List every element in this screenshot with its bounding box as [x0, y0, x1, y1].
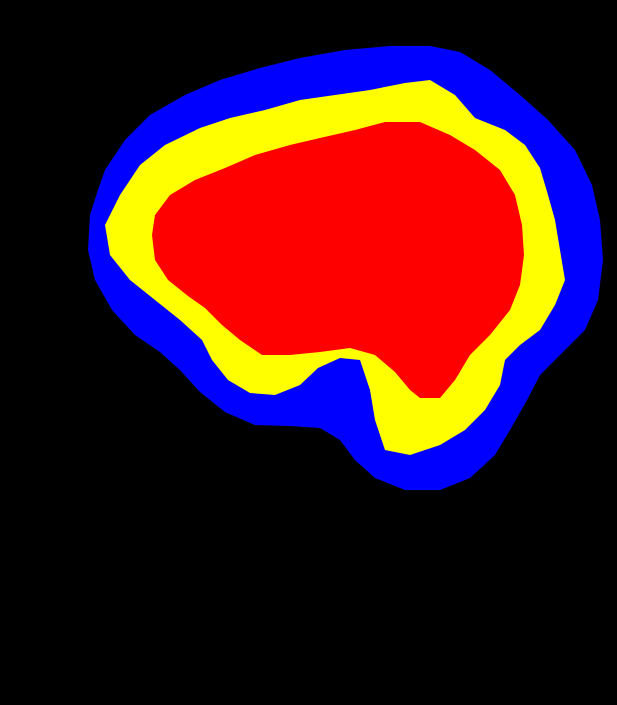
- inner-region: [152, 122, 524, 398]
